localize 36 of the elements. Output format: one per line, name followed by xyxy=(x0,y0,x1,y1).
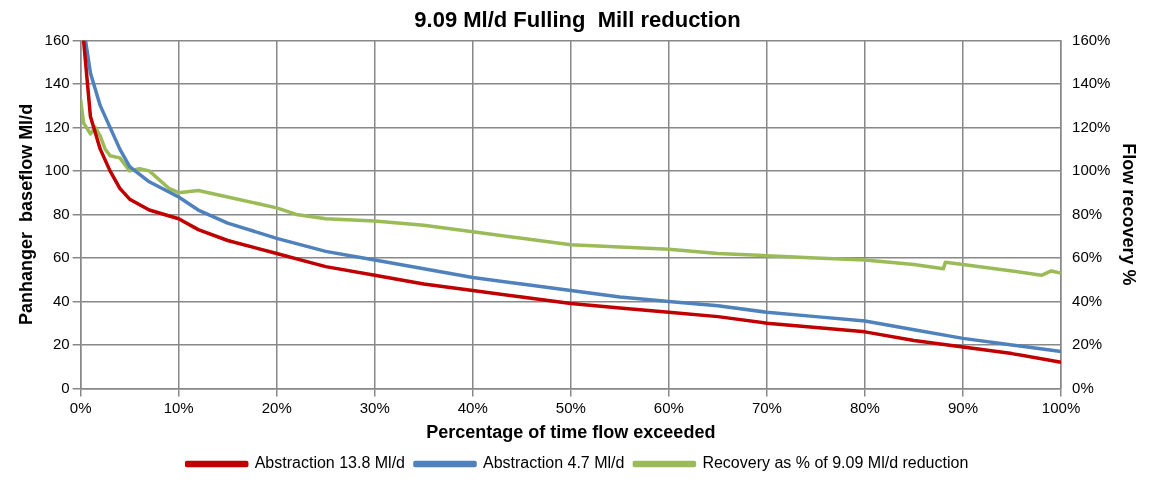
x-tick-label: 50% xyxy=(555,398,586,416)
legend-label: Abstraction 4.7 Ml/d xyxy=(483,454,625,472)
y-tick-label: 20 xyxy=(52,335,70,353)
x-tick-label: 90% xyxy=(947,398,979,416)
y2-tick-label: 120% xyxy=(1072,117,1111,135)
y2-tick-label: 0% xyxy=(1072,378,1094,396)
y-tick-label: 140 xyxy=(44,74,70,92)
y-tick-label: 80 xyxy=(52,204,70,222)
y-tick-label: 0 xyxy=(61,378,70,396)
y-tick-label: 60 xyxy=(52,248,70,266)
chart-title: 9.09 Ml/d Fulling Mill reduction xyxy=(414,7,741,33)
y2-axis-title: Flow recovery % xyxy=(1119,143,1140,286)
legend-label: Recovery as % of 9.09 Ml/d reduction xyxy=(702,454,969,472)
x-tick-label: 0% xyxy=(69,398,92,416)
y2-tick-label: 40% xyxy=(1072,291,1103,309)
x-tick-label: 20% xyxy=(261,398,292,416)
y-axis-title: Panhanger baseflow Ml/d xyxy=(15,103,36,325)
y2-tick-label: 100% xyxy=(1072,161,1111,179)
x-tick-label: 80% xyxy=(849,398,880,416)
x-tick-label: 10% xyxy=(163,398,194,416)
y2-tick-label: 160% xyxy=(1072,30,1111,48)
y2-tick-label: 140% xyxy=(1072,74,1111,92)
y2-tick-label: 60% xyxy=(1072,248,1103,266)
x-tick-label: 70% xyxy=(751,398,782,416)
x-tick-label: 60% xyxy=(653,398,684,416)
x-tick-label: 40% xyxy=(457,398,488,416)
y2-tick-label: 80% xyxy=(1072,204,1103,222)
y-tick-label: 160 xyxy=(44,30,70,48)
legend-label: Abstraction 13.8 Ml/d xyxy=(254,454,405,472)
y2-tick-label: 20% xyxy=(1072,335,1103,353)
y-tick-label: 100 xyxy=(44,161,70,179)
x-tick-label: 30% xyxy=(359,398,390,416)
x-axis-title: Percentage of time flow exceeded xyxy=(426,422,716,443)
y-tick-label: 40 xyxy=(52,291,70,309)
y-tick-label: 120 xyxy=(44,117,70,135)
x-tick-label: 100% xyxy=(1041,398,1081,416)
